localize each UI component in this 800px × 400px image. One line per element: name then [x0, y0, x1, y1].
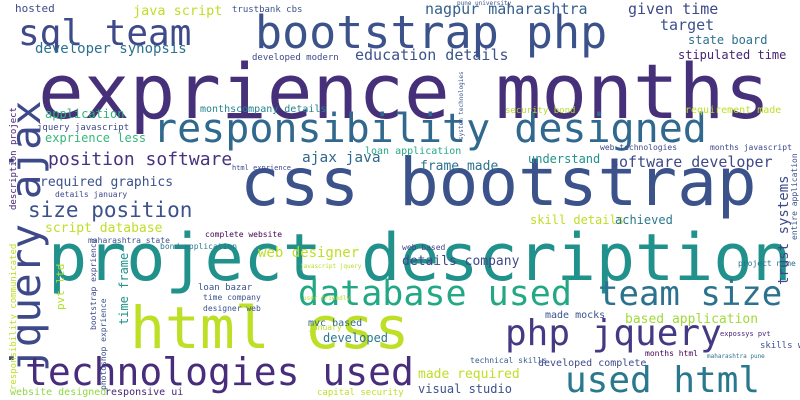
word: description project — [9, 107, 19, 210]
word: project description — [48, 221, 792, 296]
word: php jquery — [505, 313, 722, 354]
word: skills web — [760, 341, 800, 351]
word: education details — [355, 46, 509, 64]
word: made mocks — [545, 310, 605, 321]
word: bootstrap exprience — [89, 238, 98, 330]
word: javascript jquery — [300, 263, 362, 270]
word: java script — [133, 3, 222, 19]
word: details company — [402, 254, 520, 269]
word: used html — [565, 360, 760, 400]
word: loan bazar — [198, 283, 253, 293]
word: team size — [598, 274, 782, 314]
word: based application — [625, 312, 758, 327]
word: bootstrap php — [255, 6, 607, 59]
word: software developer — [610, 153, 773, 171]
word: css bootstrap — [240, 144, 757, 221]
word: application — [45, 107, 124, 121]
word: responsibility communicated — [9, 244, 19, 390]
word: security bond — [505, 106, 575, 116]
word: pune university — [457, 0, 512, 7]
word: january b — [308, 323, 352, 332]
word: nagpur maharashtra — [425, 0, 588, 18]
word: user friendly — [303, 295, 350, 302]
word: html exprience — [232, 164, 291, 172]
word: website designed — [10, 387, 106, 398]
word: maharashtra state — [88, 236, 170, 245]
word: expossys pvt — [720, 330, 771, 338]
word: capital security — [317, 388, 404, 398]
word: developed complete — [538, 358, 646, 369]
word: jquery javascript — [37, 123, 129, 133]
word: complete website — [205, 230, 282, 239]
word: system technologies — [458, 71, 465, 140]
word: understand — [528, 152, 600, 166]
word: achieved — [615, 213, 673, 227]
word: technical skills — [470, 356, 547, 365]
word: database used — [298, 274, 572, 314]
word: designer web — [203, 304, 261, 313]
word: skill details — [530, 213, 624, 227]
word: trust systems — [776, 175, 792, 285]
word: photoshop exprience — [99, 298, 108, 390]
word: ajax java — [302, 150, 381, 166]
word: technologies used — [25, 350, 414, 394]
word: state board — [688, 33, 767, 47]
word: developer synopsis — [35, 41, 187, 57]
word: months html — [645, 349, 698, 358]
word: bond application — [160, 242, 237, 251]
word: responsive ui — [105, 387, 183, 398]
word: required graphics — [40, 175, 173, 190]
word: time company — [203, 293, 261, 302]
word: monthscompany details — [200, 104, 326, 115]
word: made required — [418, 367, 520, 382]
word: visual studio — [418, 382, 512, 396]
word: target — [660, 16, 714, 34]
word: frame made — [420, 159, 498, 174]
word: size position — [28, 198, 192, 222]
word: requirement made — [685, 105, 781, 116]
word: responsibility designed — [153, 106, 707, 152]
word: trustbank cbs — [232, 5, 302, 15]
word: jquery ajax — [2, 100, 50, 372]
word: script database — [45, 221, 163, 236]
word: web designer — [258, 245, 359, 261]
word: pvt ltd — [54, 264, 67, 310]
word: developed — [323, 331, 388, 345]
word: details january — [55, 190, 127, 199]
word: position software — [48, 149, 232, 170]
word: mvc based — [308, 318, 362, 329]
word: web technologies — [600, 143, 677, 152]
word: maharashtra pune — [707, 353, 765, 360]
word: exprience months — [38, 47, 770, 136]
word: time frame — [117, 253, 131, 325]
word: html css — [130, 294, 409, 362]
word: loan application — [365, 146, 461, 157]
word: stipulated time — [678, 48, 786, 62]
word: given time — [628, 0, 718, 18]
word: entire application — [790, 153, 799, 240]
word: hosted — [15, 2, 55, 15]
word: sql team — [18, 13, 191, 54]
word: project name — [738, 259, 796, 268]
word: months javascript — [710, 143, 792, 152]
word: exprience less — [45, 131, 146, 145]
word: developed modern — [252, 53, 339, 63]
word: web based — [402, 243, 446, 252]
